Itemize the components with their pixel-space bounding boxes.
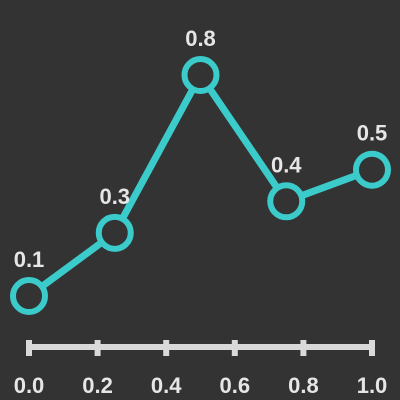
data-point [10, 277, 48, 315]
x-tick-label: 0.2 [82, 373, 113, 398]
x-tick-label: 1.0 [357, 373, 388, 398]
x-tick-label: 0.0 [14, 373, 45, 398]
data-label-layer: 0.1 0.3 0.8 0.4 0.5 [14, 26, 388, 272]
data-point [95, 213, 134, 252]
x-tick-label: 0.4 [151, 373, 182, 398]
data-label: 0.4 [271, 152, 302, 177]
series-marker-layer [10, 56, 391, 315]
data-point [267, 182, 306, 221]
data-label: 0.1 [14, 247, 45, 272]
x-axis: 0.0 0.2 0.4 0.6 0.8 1.0 [14, 340, 388, 398]
data-label: 0.8 [185, 26, 216, 51]
x-tick-label: 0.6 [220, 373, 251, 398]
x-tick-label: 0.8 [288, 373, 319, 398]
data-point [181, 56, 220, 94]
data-point [353, 150, 391, 189]
data-label: 0.5 [357, 121, 388, 146]
data-label: 0.3 [99, 184, 130, 209]
